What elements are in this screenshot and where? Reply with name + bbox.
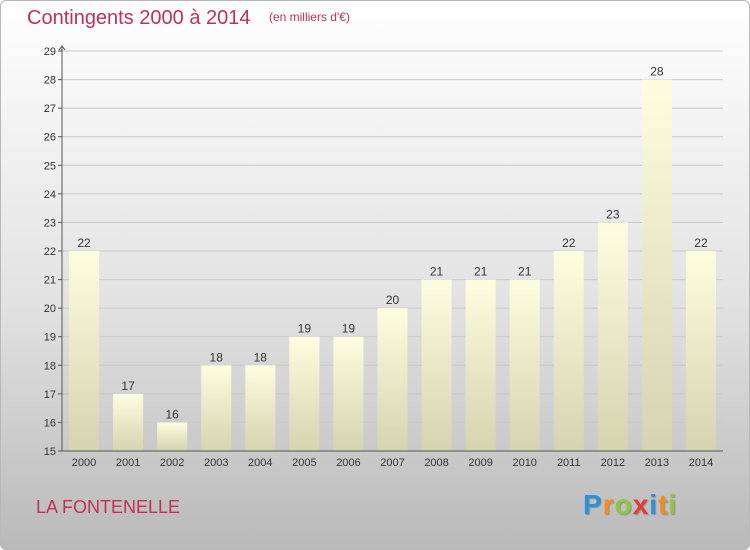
x-tick-label: 2001 [116, 457, 140, 469]
brand-letter: t [658, 489, 669, 520]
bar [553, 251, 584, 451]
bar [289, 336, 320, 451]
y-tick-label: 16 [44, 417, 56, 429]
y-tick-label: 28 [44, 75, 56, 87]
y-tick-label: 23 [44, 217, 56, 229]
chart-title: Contingents 2000 à 2014 [27, 7, 251, 29]
bar [201, 365, 232, 451]
data-label: 23 [606, 207, 620, 221]
bar [641, 79, 672, 452]
bar [157, 422, 188, 451]
data-label: 22 [694, 236, 708, 250]
y-tick-label: 21 [44, 275, 56, 287]
y-axis-arrow [58, 45, 66, 51]
x-tick-label: 2009 [468, 457, 492, 469]
bar [509, 279, 540, 451]
data-labels: 22 17 16 18 18 19 19 20 21 21 21 22 23 28 22 [77, 65, 708, 422]
brand-letter: x [632, 489, 650, 520]
data-label: 17 [121, 379, 135, 393]
y-tick-label: 19 [44, 332, 56, 344]
bar [69, 251, 100, 451]
brand-letter: P [583, 489, 603, 520]
x-tick-label: 2003 [204, 457, 228, 469]
data-label: 16 [165, 407, 179, 421]
data-label: 21 [474, 265, 488, 279]
chart-subtitle: (en milliers d'€) [268, 10, 350, 24]
data-label: 22 [562, 236, 576, 250]
bar [421, 279, 452, 451]
bar [465, 279, 496, 451]
y-tick-label: 27 [44, 103, 56, 115]
x-tick-label: 2012 [601, 457, 625, 469]
x-tick-label: 2004 [248, 457, 272, 469]
y-tick-label: 22 [44, 246, 56, 258]
x-tick-label: 2013 [645, 457, 669, 469]
bar [333, 336, 364, 451]
brand-letter: r [602, 489, 615, 520]
data-label: 19 [342, 322, 356, 336]
y-tick-label: 17 [44, 389, 56, 401]
brand-letter: i [668, 489, 678, 520]
bar [685, 251, 716, 451]
x-tick-label: 2014 [689, 457, 713, 469]
data-label: 22 [77, 236, 91, 250]
axes: 15 16 17 18 19 20 21 22 23 24 25 26 27 28 29 2000 2001 20… [44, 45, 723, 469]
bar [245, 365, 276, 451]
data-label: 19 [298, 322, 312, 336]
bar [377, 308, 408, 451]
data-label: 20 [386, 293, 400, 307]
data-label: 21 [518, 265, 532, 279]
x-tick-label: 2011 [557, 457, 581, 469]
y-tick-label: 26 [44, 132, 56, 144]
data-label: 18 [210, 350, 224, 364]
x-tick-label: 2008 [424, 457, 448, 469]
y-tick-label: 18 [44, 360, 56, 372]
x-tick-label: 2002 [160, 457, 184, 469]
y-tick-label: 29 [44, 46, 56, 58]
brand-letter: i [649, 489, 659, 520]
y-tick-label: 25 [44, 160, 56, 172]
x-tick-label: 2005 [292, 457, 316, 469]
y-tick-label: 20 [44, 303, 56, 315]
x-tick-label: 2007 [380, 457, 404, 469]
brand-logo: Proxiti [583, 489, 677, 521]
brand-letter: o [614, 489, 633, 520]
x-tick-label: 2010 [512, 457, 536, 469]
bars [69, 79, 716, 452]
title-row: Contingents 2000 à 2014 (en milliers d'€… [27, 7, 350, 30]
place-name: LA FONTENELLE [36, 497, 181, 517]
y-tick-label: 24 [44, 189, 56, 201]
data-label: 28 [650, 65, 664, 79]
x-tick-label: 2006 [336, 457, 360, 469]
data-label: 21 [430, 265, 444, 279]
y-tick-label: 15 [44, 446, 56, 458]
data-label: 18 [254, 350, 268, 364]
bar [597, 222, 628, 451]
bar [113, 393, 144, 451]
x-tick-label: 2000 [72, 457, 96, 469]
